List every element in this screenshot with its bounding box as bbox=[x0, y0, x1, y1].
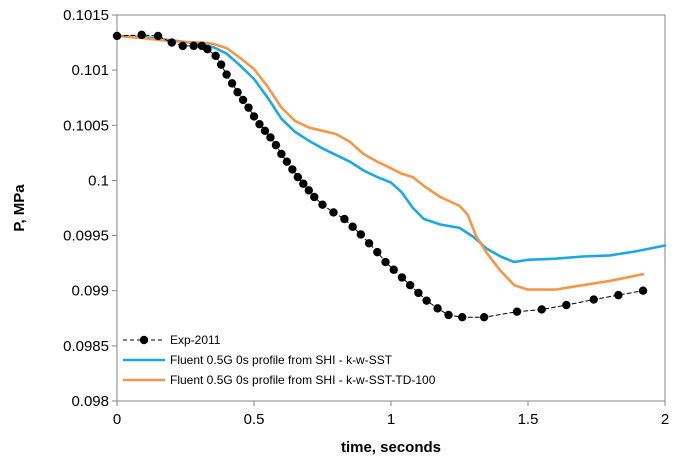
data-point bbox=[405, 281, 415, 290]
y-tick-label: 0.098 bbox=[71, 393, 109, 410]
x-tick-label: 0 bbox=[113, 411, 121, 428]
legend-label: Fluent 0.5G 0s profile from SHI - k-w-SS… bbox=[170, 373, 436, 387]
data-point bbox=[364, 239, 374, 248]
data-point bbox=[227, 79, 237, 88]
data-point bbox=[381, 257, 390, 267]
data-point bbox=[167, 38, 176, 47]
data-point bbox=[638, 286, 648, 295]
plot-frame bbox=[116, 14, 666, 402]
y-tick-label: 0.1 bbox=[88, 172, 109, 189]
data-point bbox=[414, 288, 423, 298]
series-layer bbox=[112, 30, 667, 322]
data-point bbox=[479, 312, 489, 322]
data-point bbox=[238, 95, 248, 105]
legend-marker bbox=[139, 335, 149, 345]
data-point bbox=[356, 230, 366, 239]
data-point bbox=[293, 172, 303, 182]
legend: Exp-2011 Fluent 0.5G 0s profile from SHI … bbox=[123, 333, 436, 387]
legend-label: Exp-2011 bbox=[170, 333, 221, 347]
data-point bbox=[318, 200, 327, 209]
data-point bbox=[299, 179, 308, 188]
data-point bbox=[203, 44, 212, 54]
x-tick-label: 1.5 bbox=[518, 411, 539, 428]
data-point bbox=[244, 103, 253, 112]
data-point bbox=[282, 157, 292, 166]
legend-label: Fluent 0.5G 0s profile from SHI - k-w-SS… bbox=[170, 353, 393, 367]
data-point bbox=[589, 295, 598, 304]
y-axis-ticks: 0.098 0.0985 0.099 0.0995 0.1 0.1005 0.101 0.10… bbox=[63, 7, 117, 410]
x-tick-label: 2 bbox=[661, 411, 669, 428]
data-point bbox=[233, 88, 242, 97]
data-point bbox=[137, 30, 146, 40]
y-tick-label: 0.1005 bbox=[63, 117, 109, 134]
y-tick-label: 0.0995 bbox=[63, 228, 109, 245]
data-point bbox=[373, 247, 382, 257]
data-point bbox=[422, 296, 431, 305]
data-point bbox=[178, 41, 187, 51]
data-point bbox=[348, 222, 357, 231]
x-tick-label: 1 bbox=[387, 411, 395, 428]
plot-area bbox=[116, 14, 666, 402]
data-point bbox=[277, 149, 286, 159]
data-point bbox=[433, 304, 442, 313]
data-point bbox=[389, 265, 398, 274]
data-point bbox=[614, 290, 623, 300]
data-point bbox=[189, 41, 198, 51]
data-point bbox=[216, 60, 226, 69]
y-axis-title: P, MPa bbox=[11, 184, 28, 232]
x-tick-label: 0.5 bbox=[244, 411, 265, 428]
series-line-2 bbox=[115, 34, 667, 264]
data-point bbox=[304, 186, 313, 195]
data-point bbox=[458, 312, 467, 322]
data-point bbox=[340, 214, 349, 224]
y-tick-label: 0.0985 bbox=[63, 338, 109, 355]
data-point bbox=[249, 112, 259, 121]
data-point bbox=[329, 208, 338, 217]
data-point bbox=[222, 70, 231, 79]
data-point bbox=[444, 310, 453, 320]
data-point bbox=[512, 307, 522, 316]
y-tick-label: 0.1015 bbox=[63, 7, 109, 24]
data-point bbox=[211, 51, 220, 61]
data-point bbox=[310, 192, 319, 202]
data-point bbox=[255, 119, 264, 129]
data-point bbox=[537, 305, 546, 314]
data-point bbox=[266, 133, 275, 142]
data-point bbox=[260, 126, 270, 135]
data-point bbox=[397, 273, 407, 282]
data-point bbox=[112, 31, 122, 41]
x-axis-ticks: 0 0.5 1 1.5 2 bbox=[113, 401, 669, 428]
data-point bbox=[562, 300, 571, 310]
series-line-3 bbox=[115, 34, 645, 291]
data-point bbox=[288, 165, 297, 174]
y-tick-label: 0.099 bbox=[71, 283, 109, 300]
y-tick-label: 0.101 bbox=[71, 62, 109, 79]
data-point bbox=[153, 31, 163, 41]
x-axis-title: time, seconds bbox=[341, 439, 441, 456]
data-point bbox=[271, 140, 281, 150]
